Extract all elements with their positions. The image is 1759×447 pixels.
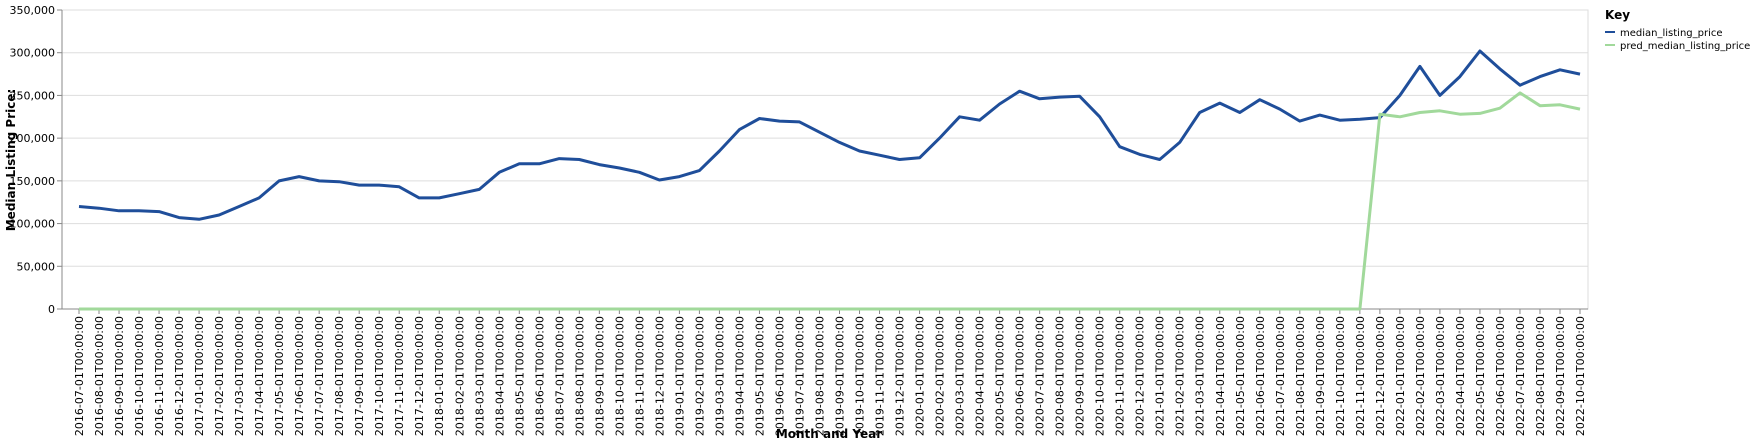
x-tick-label: 2018-03-01T00:00:00 [473,316,486,436]
y-tick-label: 200,000 [10,132,56,145]
x-tick-label: 2019-03-01T00:00:00 [713,316,726,436]
x-tick-label: 2021-07-01T00:00:00 [1274,316,1287,436]
x-tick-label: 2019-12-01T00:00:00 [894,316,907,436]
x-tick-label: 2022-08-01T00:00:00 [1534,316,1547,436]
x-tick-label: 2016-09-01T00:00:00 [113,316,126,436]
x-tick-label: 2018-10-01T00:00:00 [613,316,626,436]
x-tick-label: 2021-08-01T00:00:00 [1294,316,1307,436]
x-tick-label: 2016-08-01T00:00:00 [93,316,106,436]
x-tick-label: 2017-12-01T00:00:00 [413,316,426,436]
x-tick-label: 2017-04-01T00:00:00 [253,316,266,436]
y-tick-label: 0 [48,303,55,316]
x-tick-label: 2020-09-01T00:00:00 [1074,316,1087,436]
x-tick-label: 2019-01-01T00:00:00 [673,316,686,436]
x-tick-label: 2019-02-01T00:00:00 [693,316,706,436]
x-tick-label: 2021-01-01T00:00:00 [1154,316,1167,436]
x-tick-label: 2019-05-01T00:00:00 [753,316,766,436]
x-tick-label: 2020-03-01T00:00:00 [954,316,967,436]
legend-title: Key [1605,8,1630,22]
x-tick-label: 2022-09-01T00:00:00 [1554,316,1567,436]
legend-label: pred_median_listing_price [1620,41,1750,52]
x-tick-label: 2021-02-01T00:00:00 [1174,316,1187,436]
x-tick-label: 2019-11-01T00:00:00 [874,316,887,436]
x-tick-label: 2018-06-01T00:00:00 [533,316,546,436]
x-tick-label: 2020-11-01T00:00:00 [1114,316,1127,436]
x-tick-label: 2020-12-01T00:00:00 [1134,316,1147,436]
y-tick-label: 50,000 [17,260,56,273]
x-tick-label: 2019-07-01T00:00:00 [793,316,806,436]
x-tick-label: 2020-05-01T00:00:00 [994,316,1007,436]
x-tick-label: 2019-04-01T00:00:00 [733,316,746,436]
x-tick-label: 2018-01-01T00:00:00 [433,316,446,436]
x-tick-label: 2020-06-01T00:00:00 [1014,316,1027,436]
x-tick-label: 2018-05-01T00:00:00 [513,316,526,436]
x-tick-label: 2020-10-01T00:00:00 [1094,316,1107,436]
y-tick-label: 150,000 [10,175,56,188]
plot-frame [61,9,1589,310]
x-tick-label: 2019-08-01T00:00:00 [813,316,826,436]
x-tick-label: 2022-01-01T00:00:00 [1394,316,1407,436]
x-tick-label: 2022-04-01T00:00:00 [1454,316,1467,436]
x-tick-label: 2019-06-01T00:00:00 [773,316,786,436]
x-tick-label: 2018-07-01T00:00:00 [553,316,566,436]
x-tick-label: 2021-12-01T00:00:00 [1374,316,1387,436]
x-tick-label: 2018-04-01T00:00:00 [493,316,506,436]
x-tick-label: 2017-08-01T00:00:00 [333,316,346,436]
line [79,91,1581,311]
x-tick-label: 2016-12-01T00:00:00 [173,316,186,436]
x-tick-label: 2019-09-01T00:00:00 [834,316,847,436]
y-tick-label: 350,000 [10,4,56,17]
x-tick-label: 2020-04-01T00:00:00 [974,316,987,436]
x-tick-label: 2022-03-01T00:00:00 [1434,316,1447,436]
x-tick-label: 2017-09-01T00:00:00 [353,316,366,436]
x-tick-label: 2020-08-01T00:00:00 [1054,316,1067,436]
x-tick-label: 2017-06-01T00:00:00 [293,316,306,436]
y-axis-title: Median Listing Price: [4,89,18,232]
line [78,49,1581,221]
x-tick-label: 2022-02-01T00:00:00 [1414,316,1427,436]
x-axis-title: Month and Year [776,427,882,441]
x-tick-label: 2022-06-01T00:00:00 [1494,316,1507,436]
x-tick-label: 2018-12-01T00:00:00 [653,316,666,436]
x-tick-label: 2018-02-01T00:00:00 [453,316,466,436]
x-tick-label: 2021-06-01T00:00:00 [1254,316,1267,436]
x-tick-label: 2020-07-01T00:00:00 [1034,316,1047,436]
x-tick-label: 2018-11-01T00:00:00 [633,316,646,436]
x-tick-label: 2017-01-01T00:00:00 [193,316,206,436]
x-tick-label: 2021-04-01T00:00:00 [1214,316,1227,436]
x-tick-label: 2016-10-01T00:00:00 [133,316,146,436]
x-tick-label: 2017-07-01T00:00:00 [313,316,326,436]
x-tick-label: 2020-01-01T00:00:00 [914,316,927,436]
x-tick-label: 2018-09-01T00:00:00 [593,316,606,436]
x-tick-label: 2017-02-01T00:00:00 [213,316,226,436]
x-tick-label: 2016-07-01T00:00:00 [73,316,86,436]
x-tick-label: 2020-02-01T00:00:00 [934,316,947,436]
x-tick-label: 2022-05-01T00:00:00 [1474,316,1487,436]
x-tick-label: 2018-08-01T00:00:00 [573,316,586,436]
x-tick-label: 2021-10-01T00:00:00 [1334,316,1347,436]
y-tick-label: 300,000 [10,47,56,60]
x-tick-label: 2021-11-01T00:00:00 [1354,316,1367,436]
x-tick-label: 2019-10-01T00:00:00 [854,316,867,436]
legend-label: median_listing_price [1620,28,1723,39]
x-tick-label: 2022-10-01T00:00:00 [1574,316,1587,436]
x-tick-label: 2021-03-01T00:00:00 [1194,316,1207,436]
x-tick-label: 2017-03-01T00:00:00 [233,316,246,436]
x-tick-label: 2016-11-01T00:00:00 [153,316,166,436]
x-tick-label: 2021-09-01T00:00:00 [1314,316,1327,436]
y-tick-label: 100,000 [10,218,56,231]
y-tick-label: 250,000 [10,89,56,102]
x-tick-label: 2017-10-01T00:00:00 [373,316,386,436]
x-tick-label: 2021-05-01T00:00:00 [1234,316,1247,436]
x-tick-label: 2017-11-01T00:00:00 [393,316,406,436]
x-tick-label: 2017-05-01T00:00:00 [273,316,286,436]
x-tick-label: 2022-07-01T00:00:00 [1514,316,1527,436]
